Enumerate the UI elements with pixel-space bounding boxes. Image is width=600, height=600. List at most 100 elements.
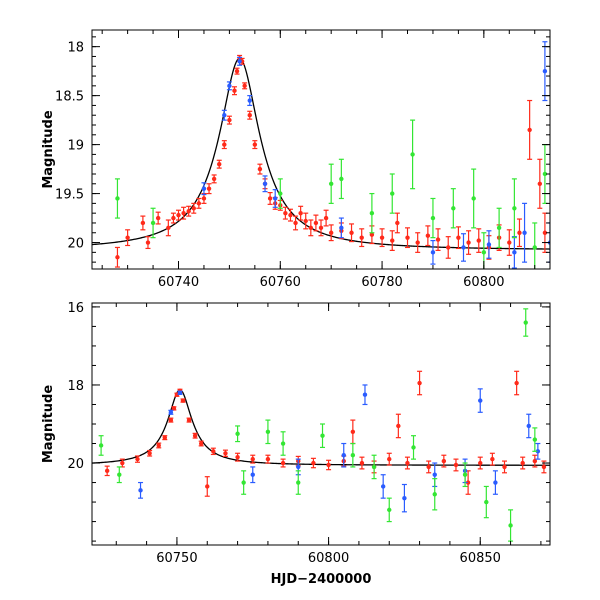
- point-marker: [387, 507, 392, 513]
- data-point: [522, 202, 528, 263]
- point-marker: [166, 225, 171, 231]
- data-point: [425, 225, 431, 247]
- data-point: [435, 228, 441, 251]
- point-marker: [410, 152, 415, 157]
- data-point: [380, 474, 386, 499]
- point-marker: [201, 196, 207, 201]
- panel-bottom: 60750 60800 60850 16 18 20 Magnitude HJD−240000…: [41, 301, 551, 587]
- data-point: [147, 449, 153, 457]
- data-point: [119, 458, 125, 468]
- point-marker: [490, 456, 495, 462]
- data-point: [156, 442, 162, 449]
- panel-top: 60740 60760 60780 60800 18 18.5 19 19.5 20 Magnit…: [41, 29, 551, 290]
- data-point: [206, 183, 212, 195]
- data-point: [432, 478, 438, 511]
- data-point: [389, 230, 395, 251]
- data-point: [404, 456, 410, 470]
- data-point: [196, 197, 202, 209]
- data-point: [293, 215, 299, 231]
- data-point: [441, 454, 447, 468]
- data-point: [389, 173, 395, 214]
- data-point: [359, 456, 365, 470]
- point-marker: [532, 437, 538, 442]
- data-point: [138, 481, 144, 499]
- point-marker: [411, 445, 416, 450]
- data-point: [247, 110, 253, 120]
- data-point: [338, 217, 344, 239]
- data-point: [386, 497, 392, 523]
- point-marker: [234, 68, 240, 74]
- data-point: [186, 417, 192, 423]
- data-point: [430, 197, 436, 239]
- plot-area: [92, 41, 550, 269]
- point-marker: [318, 225, 324, 231]
- data-point: [145, 236, 151, 250]
- data-point: [477, 456, 483, 470]
- point-marker: [362, 392, 368, 397]
- point-marker: [526, 423, 531, 429]
- point-marker: [115, 196, 120, 201]
- data-point: [216, 159, 222, 169]
- y-tick-label: 20: [67, 237, 84, 252]
- data-point: [165, 219, 171, 237]
- data-point: [502, 460, 508, 474]
- point-marker: [247, 113, 252, 118]
- point-marker: [417, 380, 422, 386]
- point-marker: [180, 398, 186, 403]
- point-marker: [222, 142, 227, 147]
- point-marker: [328, 230, 334, 235]
- data-point: [460, 233, 466, 262]
- x-tick-label: 60740: [158, 275, 199, 290]
- y-tick-label: 19.5: [55, 188, 84, 203]
- point-marker: [217, 161, 222, 167]
- data-point: [537, 158, 543, 209]
- point-marker: [369, 210, 375, 216]
- series-0: [114, 54, 548, 268]
- data-point: [523, 308, 529, 337]
- data-point: [267, 191, 273, 205]
- point-marker: [235, 431, 240, 436]
- data-point: [410, 119, 416, 190]
- point-marker: [98, 443, 104, 448]
- data-point: [221, 109, 227, 121]
- point-marker: [227, 83, 232, 89]
- point-marker: [456, 235, 461, 240]
- point-marker: [296, 480, 301, 485]
- point-marker: [117, 472, 122, 477]
- point-marker: [257, 166, 263, 172]
- data-point: [520, 456, 526, 470]
- data-point: [222, 449, 228, 457]
- plot-area: [92, 308, 550, 542]
- data-point: [125, 229, 131, 247]
- data-point: [415, 232, 421, 253]
- point-marker: [512, 206, 517, 211]
- data-point: [295, 470, 301, 495]
- point-marker: [181, 210, 186, 216]
- data-point: [262, 175, 268, 193]
- data-point: [186, 205, 192, 217]
- point-marker: [265, 456, 271, 462]
- y-axis-label: Magnitude: [41, 385, 56, 464]
- data-point: [171, 406, 177, 411]
- data-point: [237, 56, 243, 66]
- data-point: [379, 228, 385, 248]
- data-point: [235, 425, 241, 443]
- data-point: [508, 509, 514, 542]
- data-point: [192, 432, 198, 439]
- data-point: [298, 205, 304, 221]
- data-point: [201, 182, 207, 196]
- data-point: [265, 454, 271, 464]
- point-marker: [241, 480, 246, 485]
- data-point: [265, 419, 271, 445]
- point-marker: [135, 456, 140, 462]
- point-marker: [478, 460, 483, 466]
- data-point: [511, 178, 517, 239]
- point-marker: [523, 320, 528, 325]
- point-marker: [359, 460, 365, 466]
- point-marker: [339, 176, 344, 182]
- point-marker: [430, 215, 436, 221]
- point-marker: [222, 113, 227, 118]
- point-marker: [522, 230, 527, 235]
- data-point: [483, 485, 489, 519]
